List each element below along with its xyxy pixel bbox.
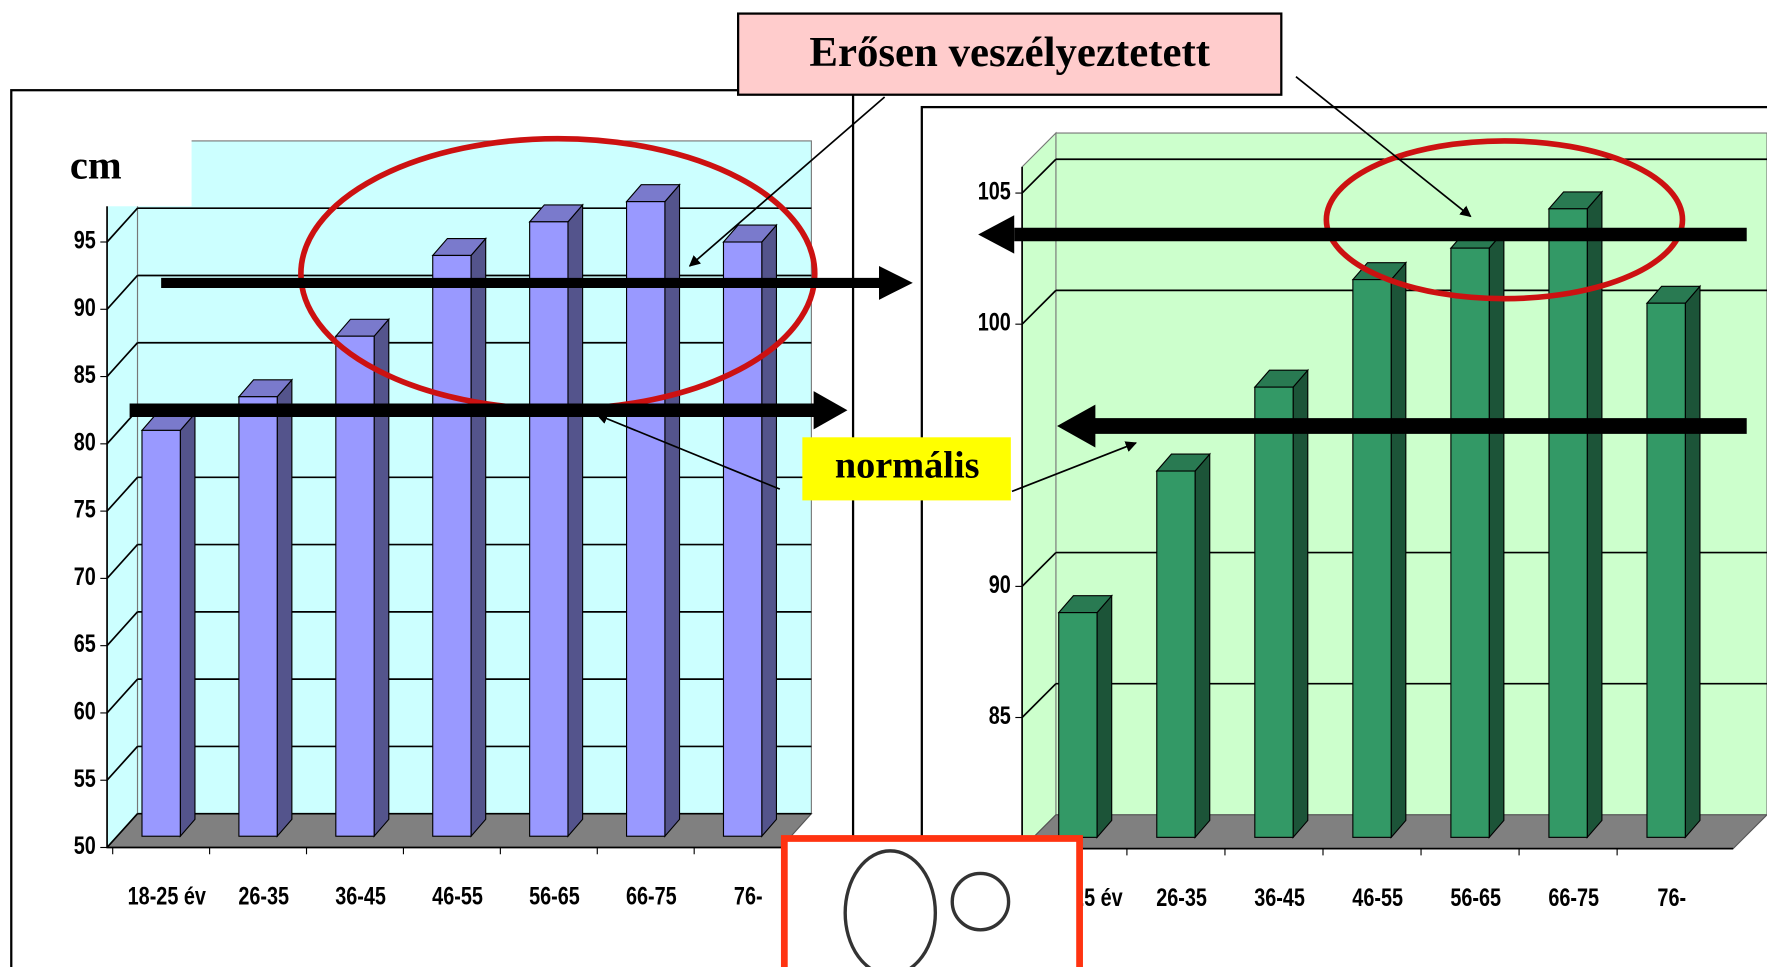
- y-tick-label: 90: [74, 294, 96, 322]
- y-tick-label: 65: [74, 630, 96, 658]
- bar-side: [1292, 368, 1309, 839]
- bar-side: [470, 237, 487, 838]
- grid-line: [1021, 158, 1057, 194]
- bar: [1156, 470, 1196, 838]
- bar-side: [1096, 594, 1113, 839]
- y-tick-label: 60: [74, 697, 96, 725]
- x-tick-label: 76-: [734, 883, 763, 911]
- x-tick-label: 46-55: [432, 883, 483, 911]
- x-tick-label: 36-45: [335, 883, 386, 911]
- bar: [238, 396, 278, 837]
- grid-line: [106, 813, 139, 849]
- x-tick-label: 18-25 év: [128, 883, 207, 911]
- y-tick-label: 50: [74, 832, 96, 860]
- unit-box: [61, 133, 192, 207]
- bar-side: [1488, 229, 1505, 839]
- pointer: [688, 96, 886, 267]
- y-tick-label: 80: [74, 428, 96, 456]
- bar: [141, 429, 181, 837]
- x-tick-label: 26-35: [238, 883, 289, 911]
- annotation-box: [802, 437, 1011, 501]
- grid-line: [106, 745, 139, 781]
- y-tick-label: 85: [74, 361, 96, 389]
- bar: [432, 254, 472, 837]
- x-tick-label: 66-75: [626, 883, 677, 911]
- grid-line: [106, 207, 139, 243]
- bar-side: [179, 411, 196, 838]
- y-tick-label: 105: [978, 178, 1011, 206]
- bar-side: [761, 223, 778, 838]
- y-unit-label: cm: [70, 142, 122, 187]
- y-tick-label: 55: [74, 765, 96, 793]
- grid-line: [1021, 551, 1057, 587]
- highlight-ellipse: [1323, 138, 1686, 302]
- cartoon-sketch: [950, 871, 1011, 932]
- annotation-box: [737, 12, 1283, 96]
- x-tick-label: 36-45: [1254, 884, 1305, 912]
- annotation: normális: [835, 445, 980, 487]
- x-tick-label: 26-35: [1156, 884, 1207, 912]
- y-tick-label: 70: [74, 563, 96, 591]
- bar-side: [1390, 261, 1407, 839]
- arrow-head: [813, 391, 848, 430]
- cartoon-image: [780, 835, 1083, 967]
- bar: [1646, 302, 1686, 838]
- x-tick-label: 76-: [1657, 884, 1686, 912]
- x-tick-label: 46-55: [1352, 884, 1403, 912]
- cartoon-sketch: [843, 849, 938, 967]
- grid-line: [106, 274, 139, 310]
- arrow-head: [1057, 404, 1096, 448]
- bar-side: [567, 203, 584, 838]
- y-tick-label: 90: [989, 571, 1011, 599]
- pointer: [1295, 76, 1472, 218]
- y-tick-label: 85: [989, 702, 1011, 730]
- bar-side: [1684, 284, 1701, 839]
- y-tick-label: 75: [74, 496, 96, 524]
- grid-line: [106, 476, 139, 512]
- bar: [529, 221, 569, 837]
- charts: 50 55 60 65 70 75 80 85 90 95 18-25 év 26-35 36-45 46…: [74, 131, 1767, 912]
- x-tick-label: 56-65: [1450, 884, 1501, 912]
- grid-line: [106, 678, 139, 714]
- arrow-head: [878, 266, 913, 300]
- bar: [1450, 247, 1490, 838]
- y-tick-label: 95: [74, 226, 96, 254]
- x-tick-label: 66-75: [1548, 884, 1599, 912]
- grid-line: [1021, 289, 1057, 325]
- bar-side: [373, 317, 390, 838]
- grid-line: [1021, 683, 1057, 719]
- bar-side: [1194, 452, 1211, 839]
- grid-line: [106, 611, 139, 647]
- bar: [1352, 279, 1392, 838]
- arrow-head: [978, 215, 1015, 254]
- grid-line: [106, 544, 139, 579]
- grid-line: [106, 342, 139, 378]
- annotation: Erősen veszélyeztetett: [809, 29, 1210, 76]
- x-tick-label: 56-65: [529, 883, 580, 911]
- overlay: cm Erősen veszélyeztetett normális: [61, 12, 1747, 967]
- pointer: [596, 413, 781, 490]
- bar: [1254, 386, 1294, 838]
- y-tick-label: 100: [978, 309, 1011, 337]
- bar: [1058, 612, 1098, 838]
- bar: [722, 241, 763, 837]
- bar: [335, 335, 375, 837]
- pointer: [1011, 441, 1137, 493]
- bar: [626, 201, 666, 837]
- bar: [1548, 208, 1588, 838]
- bar-side: [276, 378, 293, 838]
